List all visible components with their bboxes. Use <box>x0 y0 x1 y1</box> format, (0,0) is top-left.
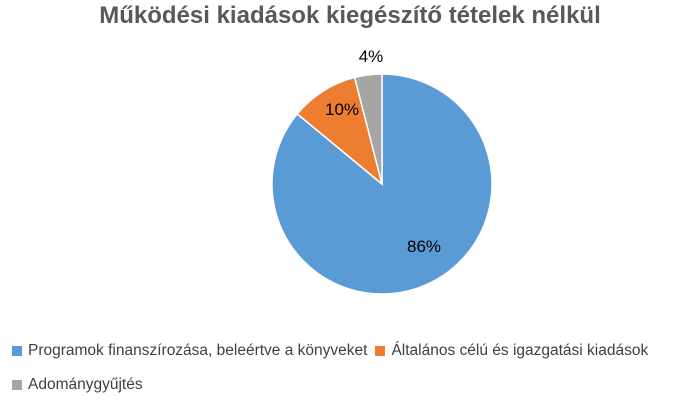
chart-title: Működési kiadások kiegészítő tételek nél… <box>99 2 601 29</box>
data-label-programs: 86% <box>407 237 441 256</box>
pie-chart: 86% 10% 4% <box>271 47 493 295</box>
legend-label-fundraising: Adománygyűjtés <box>28 376 143 393</box>
data-label-admin: 10% <box>325 100 359 119</box>
legend-label-admin: Általános célú és igazgatási kiadások <box>391 342 649 359</box>
pie-slice-programs <box>271 73 493 295</box>
legend-row-2: Adománygyűjtés <box>12 374 692 396</box>
data-label-fundraising: 4% <box>359 47 384 66</box>
legend-item-fundraising: Adománygyűjtés <box>12 376 143 394</box>
legend-item-admin: Általános célú és igazgatási kiadások <box>375 342 648 360</box>
legend-row-1: Programok finanszírozása, beleértve a kö… <box>12 340 692 362</box>
legend-item-programs: Programok finanszírozása, beleértve a kö… <box>12 342 367 360</box>
legend: Programok finanszírozása, beleértve a kö… <box>12 340 692 408</box>
legend-swatch-admin <box>375 346 386 356</box>
legend-label-programs: Programok finanszírozása, beleértve a kö… <box>28 342 368 359</box>
pie-slice-fundraising <box>353 73 383 185</box>
legend-swatch-fundraising <box>12 380 22 390</box>
legend-swatch-programs <box>12 346 22 356</box>
